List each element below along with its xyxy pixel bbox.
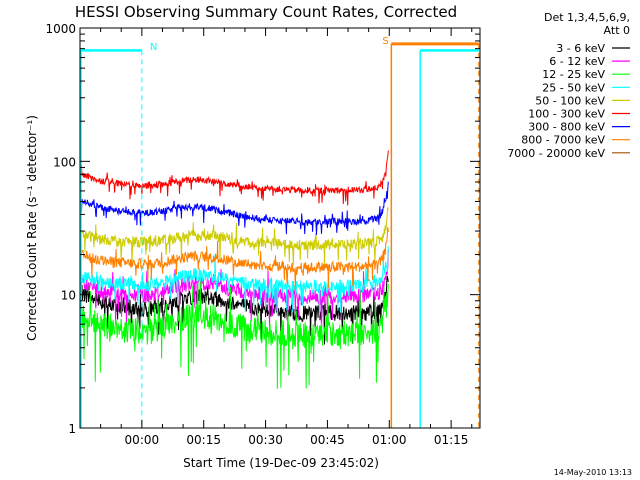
series-trace (79, 207, 389, 269)
legend-label: 25 - 50 keV (542, 81, 605, 94)
legend-label: 300 - 800 keV (528, 121, 605, 134)
y-tick-label: 100 (53, 155, 76, 169)
legend-label: 12 - 25 keV (542, 68, 605, 81)
legend-label: 7000 - 20000 keV (507, 147, 605, 160)
y-axis: 1 10 100 1000 (45, 22, 480, 436)
series-trace (79, 273, 389, 389)
legend-header-1: Det 1,3,4,5,6,9, (544, 11, 630, 24)
series-trace (79, 250, 389, 336)
legend-label: 100 - 300 keV (528, 108, 605, 121)
series-trace (79, 181, 389, 235)
annotation-s-label: S (382, 36, 388, 47)
x-tick-label: 00:30 (248, 433, 283, 447)
x-axis: 00:00 00:15 00:30 00:45 01:00 01:15 (100, 28, 473, 447)
legend-label: 6 - 12 keV (549, 55, 605, 68)
y-tick-label: 1000 (45, 22, 76, 36)
x-tick-label: 01:00 (372, 433, 407, 447)
x-tick-label: 01:15 (434, 433, 469, 447)
legend-label: 50 - 100 keV (535, 94, 605, 107)
x-tick-label: 00:45 (310, 433, 345, 447)
legend-label: 800 - 7000 keV (521, 134, 605, 147)
plot-frame (79, 27, 481, 429)
series-trace (79, 246, 389, 316)
y-tick-label: 10 (61, 289, 76, 303)
x-tick-label: 00:00 (125, 433, 160, 447)
series-traces (79, 150, 389, 389)
x-axis-label: Start Time (19-Dec-09 23:45:02) (183, 456, 379, 470)
series-trace (79, 150, 389, 206)
chart-title: HESSI Observing Summary Count Rates, Cor… (75, 3, 457, 21)
y-tick-label: 1 (68, 422, 76, 436)
x-tick-label: 00:15 (186, 433, 221, 447)
attenuator-saa-markers: NS (80, 36, 480, 428)
annotation-n-label: N (150, 42, 157, 53)
y-axis-label: Corrected Count Rate (s⁻¹ detector⁻¹) (25, 115, 39, 341)
series-trace (79, 226, 389, 292)
footer-date: 14-May-2010 13:13 (554, 468, 632, 477)
legend-header-2: Att 0 (604, 24, 630, 37)
legend-label: 3 - 6 keV (556, 42, 605, 55)
